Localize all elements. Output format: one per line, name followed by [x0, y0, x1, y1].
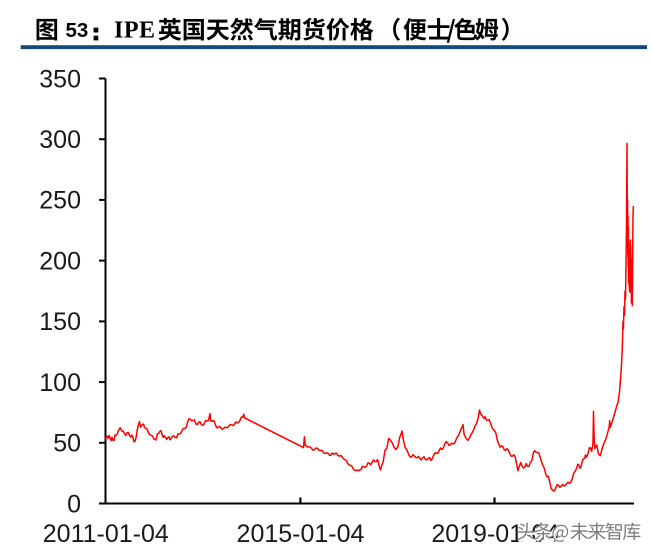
- svg-text:250: 250: [39, 187, 81, 215]
- svg-text:300: 300: [39, 126, 81, 154]
- svg-text:53: 53: [66, 19, 89, 42]
- svg-text:200: 200: [39, 247, 81, 275]
- svg-text:2011-01-04: 2011-01-04: [43, 520, 169, 548]
- svg-text:100: 100: [39, 369, 81, 397]
- svg-text:2015-01-04: 2015-01-04: [237, 520, 365, 548]
- svg-text:150: 150: [39, 308, 81, 336]
- svg-text:0: 0: [67, 490, 81, 518]
- svg-text:350: 350: [39, 65, 81, 93]
- svg-text:50: 50: [53, 430, 81, 458]
- svg-text:IPE: IPE: [114, 17, 156, 43]
